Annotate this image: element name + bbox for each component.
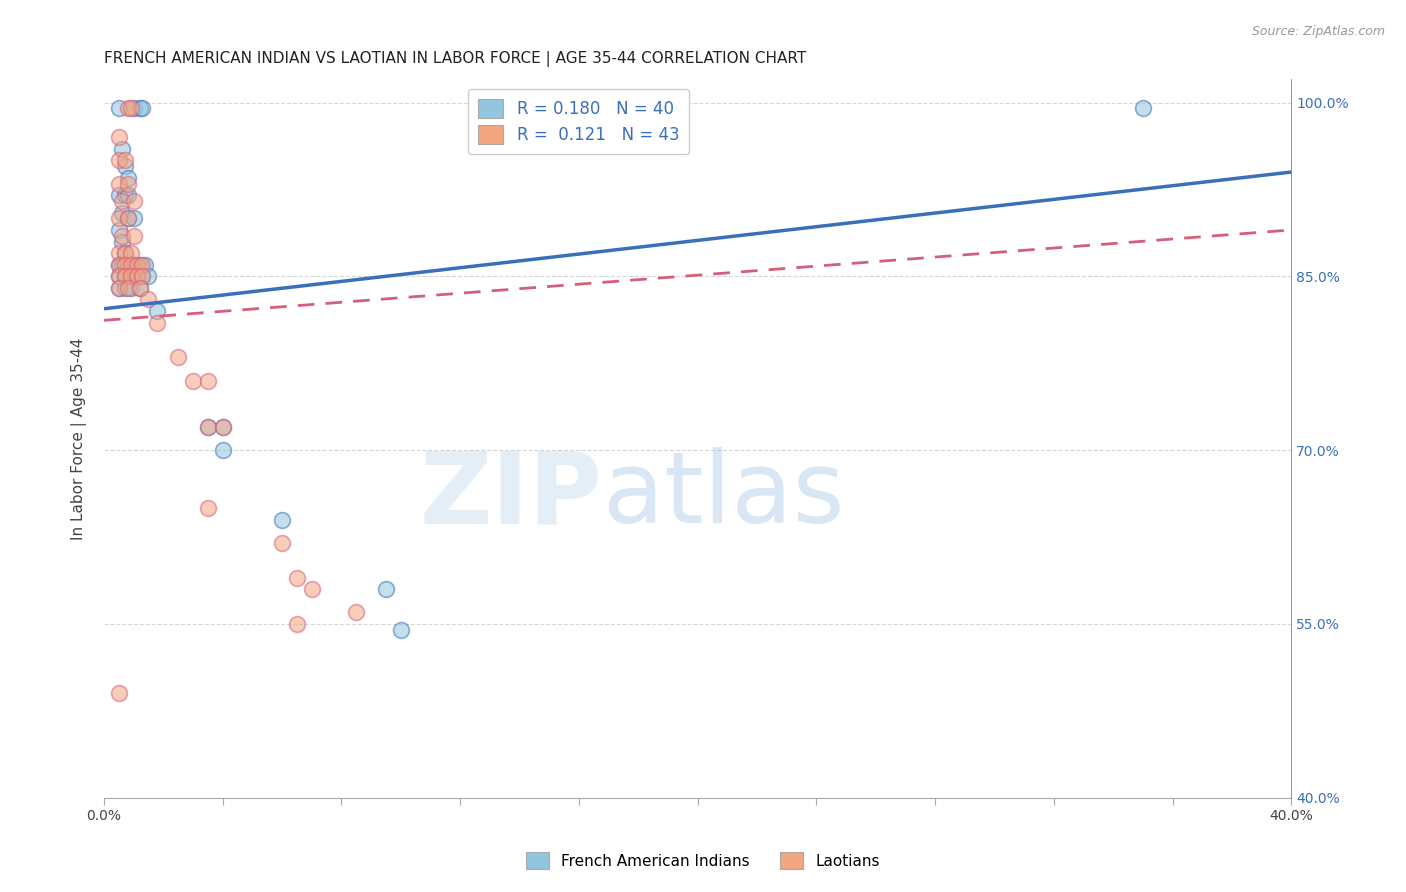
Text: atlas: atlas xyxy=(603,448,844,544)
Point xyxy=(344,605,367,619)
Point xyxy=(107,269,129,284)
Text: ZIP: ZIP xyxy=(420,448,603,544)
Point xyxy=(120,246,142,260)
Point xyxy=(107,258,129,272)
Point xyxy=(389,623,412,637)
Point xyxy=(167,351,190,365)
Point xyxy=(117,170,139,185)
Point xyxy=(122,228,145,243)
Point xyxy=(107,153,129,168)
Point xyxy=(107,246,129,260)
Point xyxy=(125,269,148,284)
Point xyxy=(122,211,145,226)
Point xyxy=(114,188,136,202)
Point xyxy=(181,374,204,388)
Point xyxy=(285,570,308,584)
Point xyxy=(111,258,134,272)
Legend: R = 0.180   N = 40, R =  0.121   N = 43: R = 0.180 N = 40, R = 0.121 N = 43 xyxy=(468,89,689,154)
Point xyxy=(114,258,136,272)
Point xyxy=(211,420,233,434)
Legend: French American Indians, Laotians: French American Indians, Laotians xyxy=(520,846,886,875)
Point xyxy=(134,258,156,272)
Point xyxy=(271,536,294,550)
Point xyxy=(146,304,169,318)
Point xyxy=(107,258,129,272)
Point xyxy=(117,188,139,202)
Point xyxy=(111,235,134,249)
Point xyxy=(301,582,323,596)
Point xyxy=(120,281,142,295)
Point xyxy=(131,269,153,284)
Point xyxy=(107,686,129,700)
Point xyxy=(211,443,233,458)
Point xyxy=(131,101,153,115)
Point xyxy=(122,194,145,208)
Point xyxy=(117,101,139,115)
Point xyxy=(117,177,139,191)
Point xyxy=(211,420,233,434)
Point xyxy=(111,142,134,156)
Point xyxy=(111,228,134,243)
Point xyxy=(107,223,129,237)
Point xyxy=(131,258,153,272)
Point xyxy=(285,616,308,631)
Point xyxy=(1132,101,1154,115)
Point xyxy=(117,281,139,295)
Point xyxy=(107,211,129,226)
Point xyxy=(128,281,150,295)
Point xyxy=(114,159,136,173)
Point xyxy=(107,281,129,295)
Point xyxy=(131,269,153,284)
Point xyxy=(114,246,136,260)
Point xyxy=(107,130,129,145)
Point xyxy=(107,281,129,295)
Point xyxy=(120,258,142,272)
Point xyxy=(146,316,169,330)
Text: FRENCH AMERICAN INDIAN VS LAOTIAN IN LABOR FORCE | AGE 35-44 CORRELATION CHART: FRENCH AMERICAN INDIAN VS LAOTIAN IN LAB… xyxy=(104,51,806,67)
Point xyxy=(197,501,219,516)
Point xyxy=(122,258,145,272)
Point xyxy=(128,281,150,295)
Point xyxy=(117,258,139,272)
Point xyxy=(114,269,136,284)
Point xyxy=(117,211,139,226)
Y-axis label: In Labor Force | Age 35-44: In Labor Force | Age 35-44 xyxy=(72,337,87,540)
Point xyxy=(117,211,139,226)
Point xyxy=(111,194,134,208)
Point xyxy=(111,205,134,219)
Point xyxy=(128,258,150,272)
Point xyxy=(128,101,150,115)
Point xyxy=(125,258,148,272)
Point xyxy=(138,293,160,307)
Text: Source: ZipAtlas.com: Source: ZipAtlas.com xyxy=(1251,25,1385,38)
Point xyxy=(122,101,145,115)
Point xyxy=(138,269,160,284)
Point xyxy=(120,269,142,284)
Point xyxy=(120,101,142,115)
Point xyxy=(120,269,142,284)
Point xyxy=(197,420,219,434)
Point xyxy=(107,269,129,284)
Point xyxy=(114,281,136,295)
Point xyxy=(374,582,396,596)
Point xyxy=(125,269,148,284)
Point xyxy=(197,420,219,434)
Point xyxy=(114,153,136,168)
Point xyxy=(271,513,294,527)
Point xyxy=(114,246,136,260)
Point xyxy=(107,101,129,115)
Point xyxy=(107,177,129,191)
Point xyxy=(107,188,129,202)
Point xyxy=(197,374,219,388)
Point xyxy=(114,269,136,284)
